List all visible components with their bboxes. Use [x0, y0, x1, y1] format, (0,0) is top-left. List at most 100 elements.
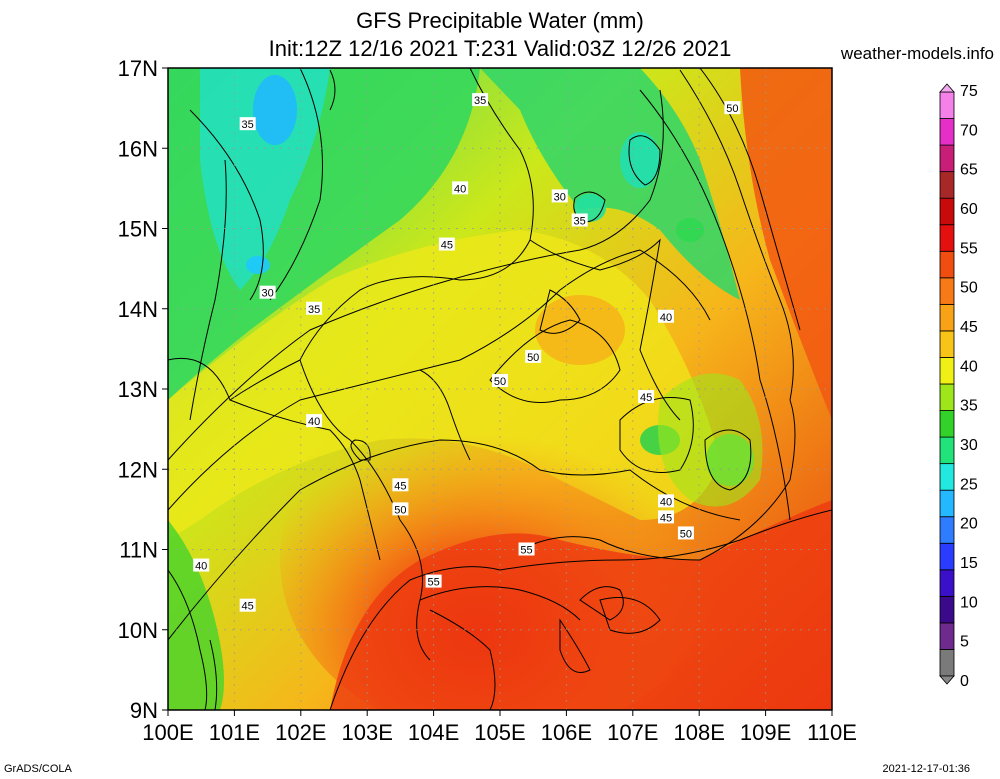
svg-text:40: 40 [660, 496, 672, 508]
svg-text:50: 50 [680, 528, 692, 540]
contour-label: 30 [259, 285, 276, 300]
colorbar-swatch [939, 489, 955, 518]
borders [168, 68, 796, 710]
contour-label: 55 [425, 574, 442, 589]
lon-tick-label: 107E [607, 720, 658, 745]
svg-text:40: 40 [660, 312, 672, 324]
lat-tick-label: 13N [118, 377, 158, 402]
colorbar-swatch [939, 436, 955, 465]
svg-text:45: 45 [242, 601, 254, 613]
lon-axis: 100E 101E 102E 103E 104E 105E 106E 107E 108E 109E… [142, 710, 857, 745]
colorbar-swatch [939, 595, 955, 624]
contour-label: 50 [392, 502, 409, 516]
svg-text:30: 30 [261, 288, 273, 300]
contour-label: 35 [571, 213, 588, 227]
contour-labels: 35 30 35 40 40 45 45 50 55 55 50 50 45 40 35 30 35 40 45 40… [193, 93, 741, 613]
contour-label: 35 [472, 93, 489, 107]
colorbar-swatch [939, 357, 955, 385]
svg-text:35: 35 [574, 215, 586, 227]
lon-tick-label: 105E [474, 720, 525, 745]
contour-label: 50 [724, 101, 741, 115]
lon-tick-label: 101E [209, 720, 260, 745]
colorbar-swatch [939, 383, 955, 411]
colorbar-label: 50 [960, 280, 978, 297]
colorbar-label: 55 [960, 240, 978, 257]
lon-tick-label: 109E [740, 720, 791, 745]
svg-text:35: 35 [308, 304, 320, 316]
colorbar-label: 25 [960, 476, 978, 493]
lon-tick-label: 102E [275, 720, 326, 745]
lat-tick-label: 12N [118, 457, 158, 482]
colorbar-label: 35 [960, 398, 978, 415]
contour-label: 40 [658, 309, 674, 324]
lon-tick-label: 100E [142, 720, 193, 745]
colorbar-swatch [939, 118, 955, 146]
svg-text:45: 45 [640, 392, 652, 404]
colorbar-swatch [939, 197, 955, 226]
svg-text:45: 45 [394, 480, 406, 492]
lon-tick-label: 108E [674, 720, 725, 745]
colorbar-label: 10 [960, 594, 978, 611]
footer-credit: GrADS/COLA [4, 763, 72, 775]
colorbar-swatch [939, 171, 955, 199]
colorbar-label: 70 [960, 122, 978, 139]
svg-text:40: 40 [195, 561, 207, 573]
lon-tick-label: 110E [807, 720, 857, 745]
colorbar-swatch [939, 516, 955, 544]
contour-label: 50 [492, 373, 508, 388]
svg-text:40: 40 [308, 416, 320, 428]
colorbar-swatch [939, 224, 955, 252]
colorbar-label: 60 [960, 201, 978, 218]
colorbar-label: 0 [960, 673, 969, 690]
colorbar-label: 75 [960, 83, 978, 100]
lon-tick-label: 103E [342, 720, 393, 745]
lat-tick-label: 11N [119, 538, 158, 563]
contour-label: 45 [658, 510, 674, 524]
colorbar-swatch [939, 622, 955, 650]
contour-label: 40 [193, 558, 210, 573]
svg-text:50: 50 [726, 103, 738, 115]
contour-label: 35 [306, 301, 323, 316]
colorbar-label: 45 [960, 319, 978, 336]
svg-text:30: 30 [554, 191, 566, 203]
lon-tick-label: 104E [408, 720, 459, 745]
chart-title: GFS Precipitable Water (mm) [356, 8, 644, 33]
contour-label: 40 [306, 414, 323, 428]
svg-text:50: 50 [494, 376, 506, 388]
footer-timestamp: 2021-12-17-01:36 [882, 763, 970, 775]
contour-label: 50 [677, 526, 694, 540]
lat-tick-label: 16N [118, 136, 158, 161]
graticule [168, 68, 832, 710]
svg-text:55: 55 [427, 577, 439, 589]
contour-label: 45 [438, 237, 455, 252]
svg-text:50: 50 [527, 352, 539, 364]
contour-label: 35 [239, 117, 256, 131]
svg-text:55: 55 [520, 545, 532, 557]
colorbar-swatch [939, 463, 955, 491]
lat-tick-label: 10N [118, 618, 158, 643]
svg-text:45: 45 [441, 240, 453, 252]
colorbar-swatch [939, 649, 955, 677]
chart-subtitle: Init:12Z 12/16 2021 T:231 Valid:03Z 12/2… [268, 36, 732, 61]
colorbar-label: 5 [960, 634, 969, 651]
colorbar-swatch [939, 277, 955, 305]
contour-label: 45 [392, 478, 409, 492]
lon-tick-label: 106E [541, 720, 592, 745]
colorbar-swatch [939, 410, 955, 438]
colorbar-label: 65 [960, 162, 978, 179]
contour-label: 55 [518, 542, 535, 557]
contour-label: 50 [525, 349, 542, 364]
colorbar-label: 30 [960, 437, 978, 454]
contour-label: 40 [658, 494, 674, 508]
colorbar-swatch [939, 330, 955, 358]
contour-lines [168, 68, 832, 710]
lat-tick-label: 9N [130, 698, 158, 723]
colorbar-swatch [939, 303, 955, 332]
lat-tick-label: 15N [118, 217, 158, 242]
colorbar-swatch [939, 569, 955, 597]
lat-axis: 17N 16N 15N 14N 13N 12N 11N 10N 9N [118, 56, 168, 723]
svg-text:40: 40 [454, 183, 466, 195]
colorbar-label: 20 [960, 516, 978, 533]
svg-text:50: 50 [394, 504, 406, 516]
